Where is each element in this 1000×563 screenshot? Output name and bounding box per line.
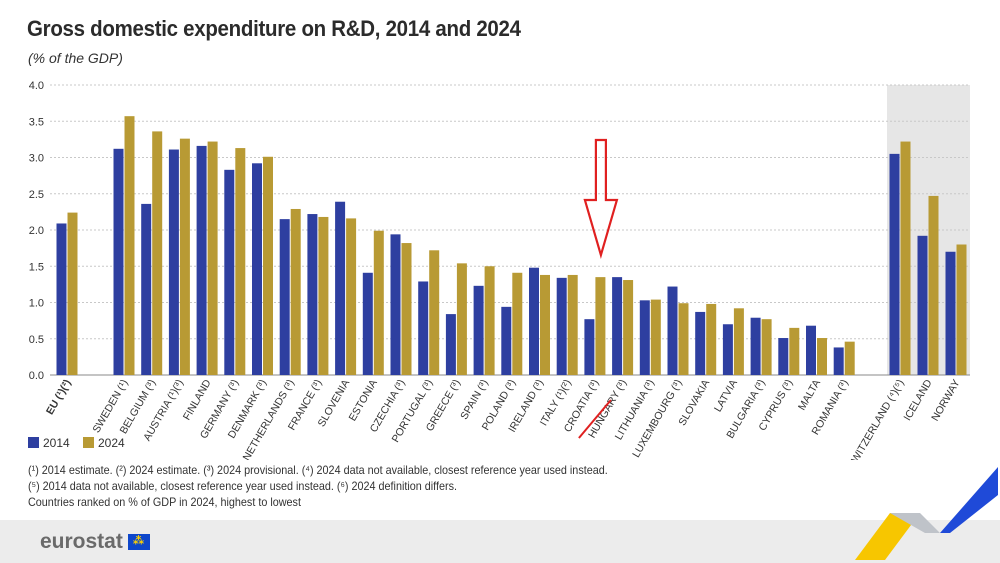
bar-2024 xyxy=(650,299,661,375)
bar-2024 xyxy=(179,138,190,375)
bar-2014 xyxy=(945,251,956,375)
y-tick-label: 3.5 xyxy=(29,116,44,128)
bar-2024 xyxy=(706,303,717,375)
bar-2024 xyxy=(956,244,967,375)
footnotes: (¹) 2014 estimate. (²) 2024 estimate. (³… xyxy=(28,462,608,510)
bar-2014 xyxy=(778,338,789,375)
bar-2014 xyxy=(612,277,623,375)
legend-swatch-2024 xyxy=(83,437,94,448)
y-tick-label: 2.0 xyxy=(29,225,44,237)
y-tick-label: 0.5 xyxy=(29,334,44,346)
bar-2024 xyxy=(235,148,246,375)
bar-2014 xyxy=(889,153,900,375)
footnote-line-3: Countries ranked on % of GDP in 2024, hi… xyxy=(28,495,301,509)
bar-2014 xyxy=(362,272,373,375)
bar-2024 xyxy=(789,327,800,375)
bar-2014 xyxy=(529,267,539,375)
bar-2024 xyxy=(512,272,523,375)
bar-2024 xyxy=(401,243,412,375)
bar-2014 xyxy=(196,145,207,375)
bar-2014 xyxy=(695,311,706,375)
y-tick-label: 3.0 xyxy=(29,153,44,165)
bar-2014 xyxy=(390,234,401,375)
bar-2024 xyxy=(928,195,939,375)
bar-2024 xyxy=(567,274,578,375)
bar-2024 xyxy=(318,216,329,375)
bar-2024 xyxy=(373,230,384,375)
bar-2024 xyxy=(346,218,357,375)
bar-2014 xyxy=(501,306,512,375)
x-tick-label: EU (¹)(²) xyxy=(44,378,74,417)
bar-2014 xyxy=(806,325,816,375)
bar-2024 xyxy=(67,212,78,375)
red-underline-annotation xyxy=(578,399,612,439)
legend-swatch-2014 xyxy=(28,437,39,448)
bar-2024 xyxy=(152,131,163,375)
bar-2024 xyxy=(733,308,744,375)
bar-2014 xyxy=(279,219,290,375)
bar-2014 xyxy=(335,201,346,375)
y-tick-label: 1.0 xyxy=(29,298,44,310)
bar-2014 xyxy=(917,235,928,375)
bar-2024 xyxy=(761,319,772,375)
bar-2014 xyxy=(56,223,67,375)
x-tick-label: NORWAY xyxy=(929,378,962,424)
footer-band xyxy=(0,520,1000,563)
bar-2024 xyxy=(595,277,606,375)
bar-2014 xyxy=(168,149,179,375)
bar-2014 xyxy=(750,317,761,375)
bar-2014 xyxy=(833,347,844,375)
bar-2024 xyxy=(429,250,440,375)
x-tick-label: NETHERLANDS (³) xyxy=(241,378,297,461)
bar-2014 xyxy=(556,277,567,375)
y-tick-label: 0.0 xyxy=(29,370,44,382)
y-tick-label: 4.0 xyxy=(29,80,44,92)
bar-2014 xyxy=(141,203,152,375)
bar-2024 xyxy=(207,141,218,375)
page-title: Gross domestic expenditure on R&D, 2014 … xyxy=(27,16,521,41)
eurostat-logo[interactable]: eurostat xyxy=(40,530,150,554)
footnote-line-2: (⁵) 2014 data not available, closest ref… xyxy=(28,479,457,493)
eurostat-logo-text: eurostat xyxy=(40,530,123,553)
legend-label-2014: 2014 xyxy=(43,436,70,450)
y-tick-label: 2.5 xyxy=(29,189,44,201)
bar-2024 xyxy=(817,338,827,375)
bar-2014 xyxy=(307,214,318,375)
decorative-chevron-graphic xyxy=(855,467,998,560)
bar-2024 xyxy=(484,266,495,375)
x-tick-label: LATVIA xyxy=(712,378,740,415)
bar-2024 xyxy=(623,280,634,375)
bar-2024 xyxy=(456,263,467,375)
bar-2014 xyxy=(639,300,650,375)
x-tick-label: MALTA xyxy=(796,378,823,413)
bar-2024 xyxy=(540,274,550,375)
bar-2014 xyxy=(418,281,429,375)
y-tick-label: 1.5 xyxy=(29,261,44,273)
page-subtitle: (% of the GDP) xyxy=(28,50,123,66)
rd-expenditure-chart: 0.00.51.01.52.02.53.03.54.0EU (¹)(²) SWED… xyxy=(28,80,970,461)
x-tick-label: SWITZERLAND (⁴)(⁵) xyxy=(846,378,907,461)
bar-2024 xyxy=(263,156,273,375)
eu-flag-icon xyxy=(127,534,150,550)
red-arrow-annotation xyxy=(583,138,619,259)
bar-2024 xyxy=(678,303,689,375)
bar-2014 xyxy=(252,163,262,375)
bar-2014 xyxy=(667,286,678,375)
bar-2024 xyxy=(124,116,135,376)
bar-2014 xyxy=(445,314,456,375)
bar-2024 xyxy=(844,341,855,375)
bar-2014 xyxy=(224,169,235,375)
bar-2024 xyxy=(290,208,301,375)
bar-2014 xyxy=(722,324,733,375)
bar-2014 xyxy=(584,319,595,375)
legend-label-2024: 2024 xyxy=(98,436,125,450)
bar-2014 xyxy=(473,285,484,375)
bar-2024 xyxy=(900,141,911,375)
footnote-line-1: (¹) 2014 estimate. (²) 2024 estimate. (³… xyxy=(28,463,608,477)
bar-2014 xyxy=(113,148,124,375)
